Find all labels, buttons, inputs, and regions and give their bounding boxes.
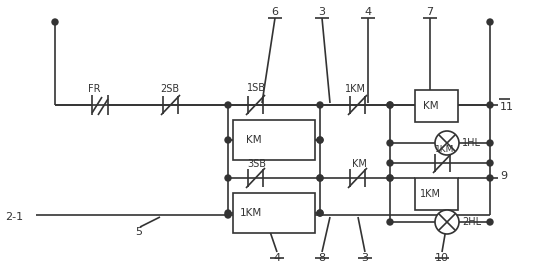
Circle shape [225, 210, 231, 216]
Circle shape [225, 137, 231, 143]
Circle shape [435, 131, 459, 155]
Circle shape [387, 175, 393, 181]
Text: 4: 4 [274, 253, 281, 263]
Text: 2SB: 2SB [160, 84, 179, 94]
Text: 1KM: 1KM [240, 208, 263, 218]
Text: 9: 9 [500, 171, 507, 181]
Text: 3SB: 3SB [247, 159, 266, 169]
Text: 10: 10 [435, 253, 449, 263]
Circle shape [317, 137, 323, 143]
Text: KM: KM [423, 101, 438, 111]
Text: 4: 4 [365, 7, 371, 17]
Text: 2HL: 2HL [462, 217, 481, 227]
Circle shape [317, 210, 323, 216]
Bar [415, 178, 458, 210]
Text: KM: KM [246, 135, 261, 145]
Text: 3: 3 [361, 253, 369, 263]
Text: 8: 8 [319, 253, 326, 263]
Circle shape [387, 140, 393, 146]
Circle shape [317, 175, 323, 181]
Circle shape [317, 102, 323, 108]
Bar [233, 193, 315, 233]
Text: 11: 11 [500, 102, 514, 112]
Circle shape [387, 219, 393, 225]
Text: 1KM: 1KM [345, 84, 366, 94]
Circle shape [52, 19, 58, 25]
Text: 3: 3 [319, 7, 325, 17]
Circle shape [387, 175, 393, 181]
Circle shape [225, 102, 231, 108]
Circle shape [487, 175, 493, 181]
Bar [415, 90, 458, 122]
Text: 5: 5 [135, 227, 142, 237]
Circle shape [487, 140, 493, 146]
Text: 1KM: 1KM [420, 189, 441, 199]
Text: 1KM: 1KM [435, 144, 455, 153]
Circle shape [435, 210, 459, 234]
Circle shape [487, 19, 493, 25]
Text: 1HL: 1HL [462, 138, 481, 148]
Circle shape [225, 212, 231, 218]
Bar [233, 120, 315, 160]
Circle shape [317, 137, 323, 143]
Circle shape [387, 102, 393, 108]
Circle shape [317, 210, 323, 216]
Circle shape [487, 219, 493, 225]
Text: 7: 7 [426, 7, 433, 17]
Circle shape [487, 102, 493, 108]
Circle shape [387, 160, 393, 166]
Text: 6: 6 [271, 7, 279, 17]
Text: KM: KM [352, 159, 367, 169]
Text: 2-1: 2-1 [5, 212, 23, 222]
Circle shape [225, 175, 231, 181]
Circle shape [317, 175, 323, 181]
Circle shape [387, 102, 393, 108]
Text: 1SB: 1SB [247, 83, 266, 93]
Text: FR: FR [88, 84, 100, 94]
Circle shape [487, 160, 493, 166]
